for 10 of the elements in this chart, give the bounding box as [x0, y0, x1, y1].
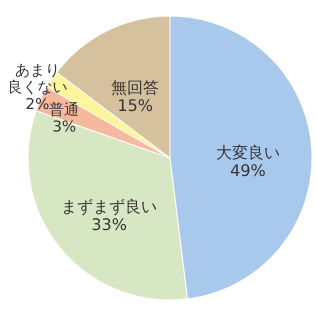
slice-label: 普通 [49, 100, 80, 118]
slice-label: 大変良い [216, 143, 280, 162]
data-label: 15% [117, 96, 153, 116]
slice-label: あまり良くない [7, 61, 68, 96]
data-label: 3% [52, 117, 76, 136]
data-label: 33% [91, 214, 127, 234]
slice-label: まずまず良い [61, 196, 158, 216]
data-label: 2% [26, 95, 50, 114]
data-label: 49% [230, 161, 266, 180]
slice-label: 無回答 [111, 78, 160, 98]
